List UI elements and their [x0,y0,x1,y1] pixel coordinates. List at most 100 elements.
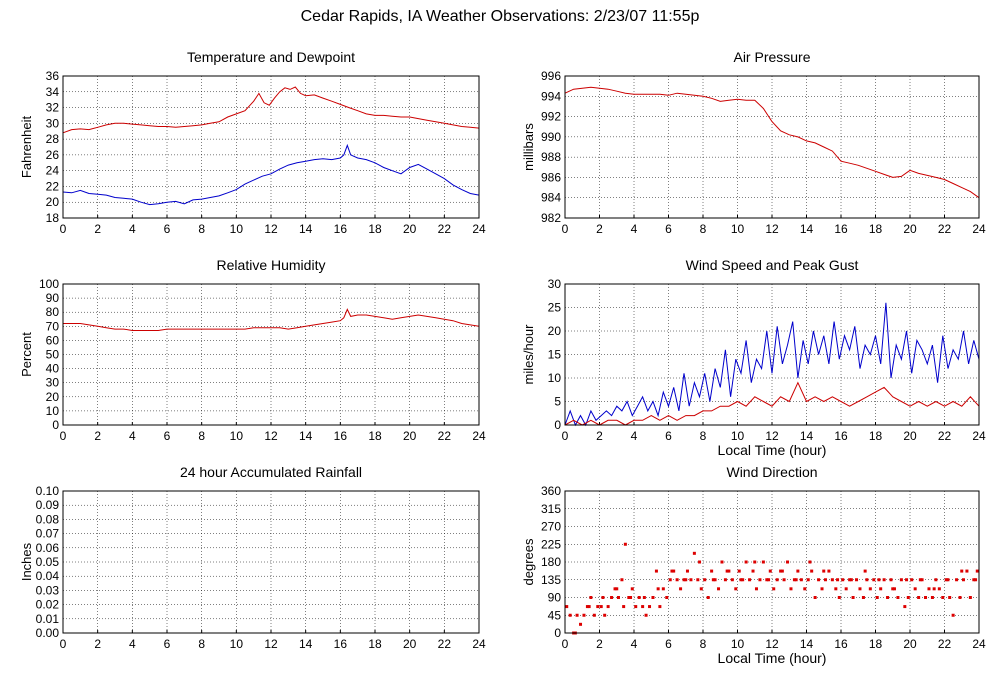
temp-ylabel: Fahrenheit [19,116,34,179]
direction-point [792,578,796,582]
direction-point [751,569,755,573]
direction-point [974,578,978,582]
direction-point [685,569,689,573]
direction-point [637,596,641,599]
direction-xtick-label: 22 [938,637,952,651]
pressure-ytick-label: 982 [541,211,561,225]
direction-point [899,578,903,582]
direction-point [665,596,669,599]
rain-xtick-label: 24 [472,637,486,651]
temp-xtick-label: 12 [264,222,278,236]
direction-point [623,542,627,546]
direction-point [641,605,645,609]
humidity-ytick-label: 60 [46,333,60,347]
direction-point [754,587,758,591]
direction-point [737,569,741,573]
pressure-frame [564,75,980,219]
direction-point [855,578,859,582]
pressure-ytick-label: 986 [541,170,561,184]
wind-series-1-line [564,381,980,426]
direction-point [891,587,895,591]
pressure-ytick-label: 990 [541,130,561,144]
direction-point [946,578,950,582]
direction-point [575,613,579,617]
direction-ytick-label: 90 [548,591,562,605]
direction-point [672,569,676,573]
direction-point [582,613,586,617]
direction-point [810,569,814,573]
direction-point [892,587,896,591]
humidity-ytick-label: 70 [46,319,60,333]
humidity-ytick-label: 80 [46,305,60,319]
direction-point [622,605,626,609]
pressure-ytick-label: 992 [541,110,561,124]
temp-xtick-label: 2 [94,222,101,236]
wind-ylabel: miles/hour [521,324,536,385]
direction-point [592,613,596,617]
rain-xtick-label: 0 [60,637,67,651]
direction-point [656,587,660,591]
direction-point [779,569,783,573]
rain-ylabel: Inches [19,542,34,581]
temp-ytick-label: 30 [46,116,60,130]
direction-point [849,578,853,582]
pressure-xtick-label: 4 [631,222,638,236]
rain-xtick-label: 14 [299,637,313,651]
humidity-xtick-label: 12 [264,429,278,443]
direction-point [882,578,886,582]
direction-point [689,578,693,582]
pressure-xtick-label: 22 [938,222,952,236]
humidity-xtick-label: 20 [403,429,417,443]
direction-point [620,578,624,582]
rain-ytick-label: 0.04 [36,569,60,583]
direction-point [930,596,934,599]
wind-xtick-label: 2 [596,429,603,443]
direction-point [775,578,779,582]
direction-point [741,578,745,582]
humidity-xtick-label: 18 [368,429,382,443]
humidity-xtick-label: 10 [230,429,244,443]
rain-ytick-label: 0.02 [36,598,60,612]
pressure-ytick-label: 988 [541,150,561,164]
temp-ytick-label: 34 [46,85,60,99]
direction-point [975,569,979,573]
pressure-xtick-label: 24 [972,222,986,236]
direction-ytick-label: 225 [541,537,561,551]
direction-point [767,578,771,582]
direction-point [710,569,714,573]
direction-point [960,569,964,573]
direction-point [796,569,800,573]
humidity-ytick-label: 40 [46,362,60,376]
direction-point [961,578,965,582]
humidity-xtick-label: 0 [60,429,67,443]
temp-ytick-label: 24 [46,164,60,178]
wind-xtick-label: 0 [562,429,569,443]
direction-point [744,560,748,564]
wind-title: Wind Speed and Peak Gust [686,257,859,273]
direction-point [616,596,620,599]
humidity-frame [62,283,480,426]
pressure-series-0-line [564,86,980,199]
pressure-xtick-label: 6 [665,222,672,236]
direction-point [698,560,702,564]
direction-point [917,596,921,599]
wind-xtick-label: 8 [700,429,707,443]
pressure-ytick-label: 996 [541,69,561,83]
wind-xtick-label: 18 [869,429,883,443]
pressure-ytick-label: 994 [541,89,561,103]
direction-point [661,587,665,591]
humidity-xtick-label: 6 [164,429,171,443]
direction-point [696,578,700,582]
wind-xtick-label: 10 [731,429,745,443]
direction-ytick-label: 135 [541,573,561,587]
wind-xtick-label: 14 [800,429,814,443]
pressure-xtick-label: 8 [700,222,707,236]
direction-point [706,596,710,599]
temp-ytick-label: 36 [46,69,60,83]
humidity-series-0-line [63,308,480,331]
humidity-ytick-label: 90 [46,291,60,305]
direction-point [675,578,679,582]
temp-ytick-label: 32 [46,101,60,115]
direction-point [823,578,827,582]
direction-point [861,596,865,599]
